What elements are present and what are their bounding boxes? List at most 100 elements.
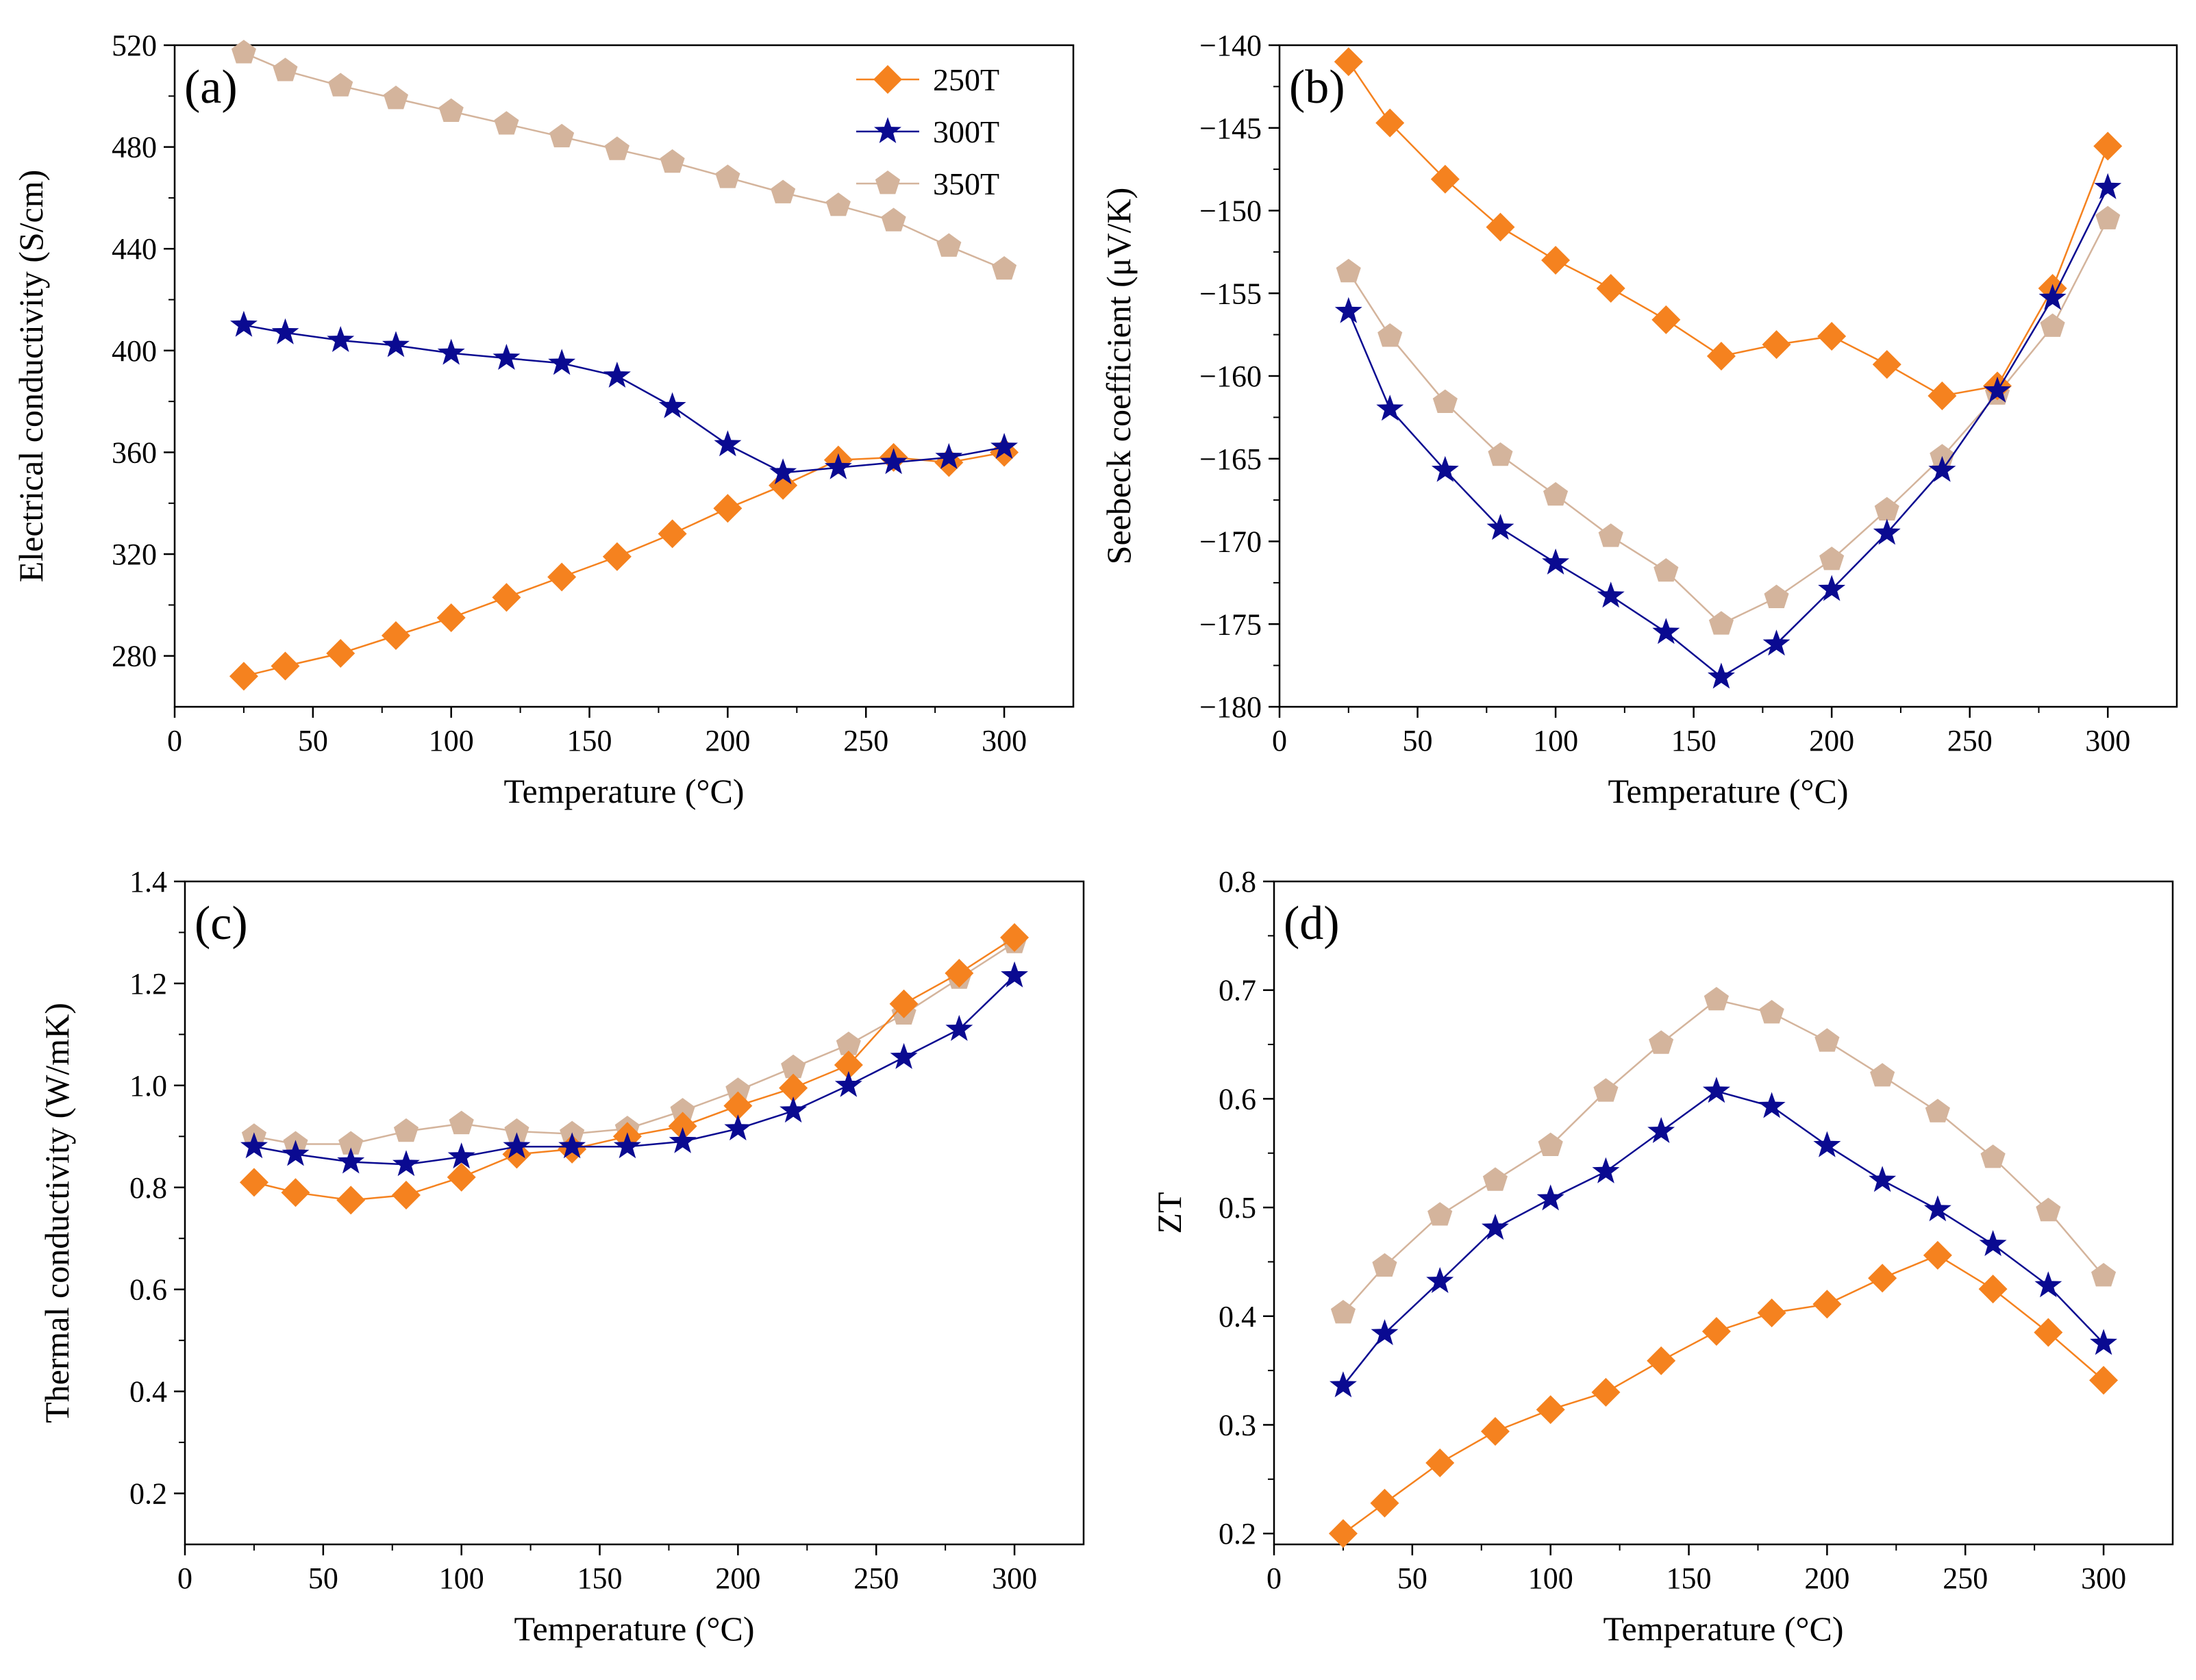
data-point-250T [447, 1162, 476, 1192]
x-axis-title: Temperature (°C) [1608, 772, 1848, 810]
data-point-350T [1488, 442, 1513, 466]
data-point-300T [1762, 629, 1791, 656]
data-point-350T [273, 58, 298, 82]
x-tick-label: 150 [1671, 724, 1717, 757]
x-axis-title: Temperature (°C) [1603, 1609, 1843, 1648]
data-point-300T [1813, 1131, 1841, 1157]
data-point-300T [1431, 455, 1459, 482]
data-point-350T [549, 123, 575, 148]
data-point-350T [715, 164, 740, 188]
panel-c: 0 50 100 150 200 250 300 0.2 0.4 0.6 0.8 1.0 1.2 1.4 T… [38, 865, 1085, 1648]
data-point-300T [1923, 1195, 1951, 1222]
x-tick-label: 250 [853, 1562, 899, 1595]
data-point-250T [1762, 330, 1791, 360]
data-point-350T [881, 208, 906, 231]
data-point-250T [1812, 1290, 1842, 1319]
data-point-300T [337, 1147, 365, 1174]
y-axis-title: Thermal conductivity (W/mK) [38, 1003, 76, 1423]
legend-marker-350T [875, 171, 901, 195]
data-point-300T [2094, 173, 2122, 199]
data-point-250T [229, 662, 258, 691]
y-tick-label: 0.8 [129, 1171, 167, 1205]
series-300T [1334, 173, 2122, 689]
data-point-300T [230, 310, 258, 337]
data-point-300T [935, 442, 963, 469]
y-tick-label: −140 [1199, 29, 1262, 62]
y-tick-label: −170 [1199, 525, 1262, 559]
data-point-300T [1330, 1371, 1357, 1398]
x-tick-label: 300 [2085, 724, 2130, 757]
legend-marker-250T [873, 65, 902, 94]
y-tick-label: 440 [112, 232, 157, 266]
x-tick-label: 250 [1947, 724, 1993, 757]
data-point-250T [1375, 108, 1405, 138]
data-point-250T [1596, 274, 1625, 303]
data-point-250T [1927, 381, 1957, 410]
data-point-350T [1814, 1028, 1840, 1052]
series-line-250T [253, 936, 1015, 1201]
data-point-350T [1649, 1030, 1674, 1054]
data-point-300T [437, 338, 465, 365]
data-point-350T [781, 1054, 806, 1079]
data-point-250T [1868, 1264, 1897, 1293]
x-tick-label: 0 [1272, 724, 1287, 757]
data-point-350T [1759, 1000, 1784, 1024]
data-point-350T [1336, 258, 1361, 283]
y-tick-label: 0.4 [1219, 1300, 1256, 1333]
series-line-350T [253, 942, 1015, 1145]
data-point-350T [1874, 497, 1899, 521]
data-point-300T [669, 1127, 697, 1153]
panel-label: (a) [184, 61, 238, 114]
data-point-300T [1928, 455, 1956, 482]
data-point-350T [670, 1098, 695, 1122]
panel-b: 0 50 100 150 200 250 300 −140 −145 −150 −155 −160 −1… [1099, 29, 2178, 810]
data-point-350T [604, 136, 629, 160]
data-point-350T [660, 149, 685, 173]
data-point-300T [1597, 581, 1625, 608]
data-point-250T [2034, 1318, 2063, 1347]
data-point-300T [2034, 1271, 2062, 1298]
data-point-300T [1984, 376, 2011, 403]
x-axis-title: Temperature (°C) [503, 772, 744, 810]
y-tick-label: 0.2 [1219, 1517, 1256, 1551]
data-point-300T [548, 349, 576, 375]
x-tick-label: 100 [439, 1562, 484, 1595]
x-tick-label: 100 [1533, 724, 1578, 757]
y-tick-label: 400 [112, 334, 157, 368]
y-tick-label: 0.2 [129, 1477, 167, 1511]
data-point-250T [1370, 1488, 1399, 1518]
x-tick-label: 250 [843, 724, 888, 757]
series-300T [230, 310, 1018, 485]
data-point-250T [1541, 245, 1571, 275]
x-tick-label: 0 [167, 724, 182, 757]
x-tick-label: 200 [1809, 724, 1854, 757]
data-point-350T [1538, 1132, 1563, 1156]
plot-frame [1273, 880, 2174, 1546]
data-point-350T [1925, 1099, 1950, 1123]
x-tick-label: 150 [1667, 1562, 1712, 1595]
x-tick-label: 0 [1267, 1562, 1282, 1595]
data-point-300T [603, 362, 631, 388]
legend-label-300T: 300T [933, 114, 999, 149]
data-point-300T [1702, 1077, 1730, 1103]
y-tick-label: −165 [1199, 442, 1262, 476]
data-point-250T [1817, 322, 1847, 351]
x-tick-label: 50 [308, 1562, 338, 1595]
series-line-300T [1342, 1090, 2105, 1387]
plot-frame [173, 44, 1075, 708]
x-tick-label: 200 [715, 1562, 760, 1595]
series-line-250T [1347, 61, 2109, 397]
data-point-350T [1598, 523, 1623, 547]
data-point-250T [381, 620, 410, 650]
y-tick-label: −145 [1199, 112, 1262, 145]
y-tick-label: −150 [1199, 195, 1262, 228]
data-point-250T [834, 1051, 863, 1080]
data-point-300T [2038, 284, 2067, 310]
y-axis-title: Seebeck coefficient (μV/K) [1099, 188, 1138, 565]
data-point-300T [327, 326, 355, 352]
data-point-250T [1701, 1316, 1731, 1346]
series-300T [240, 961, 1028, 1177]
data-point-250T [492, 583, 521, 612]
data-point-300T [724, 1114, 752, 1141]
